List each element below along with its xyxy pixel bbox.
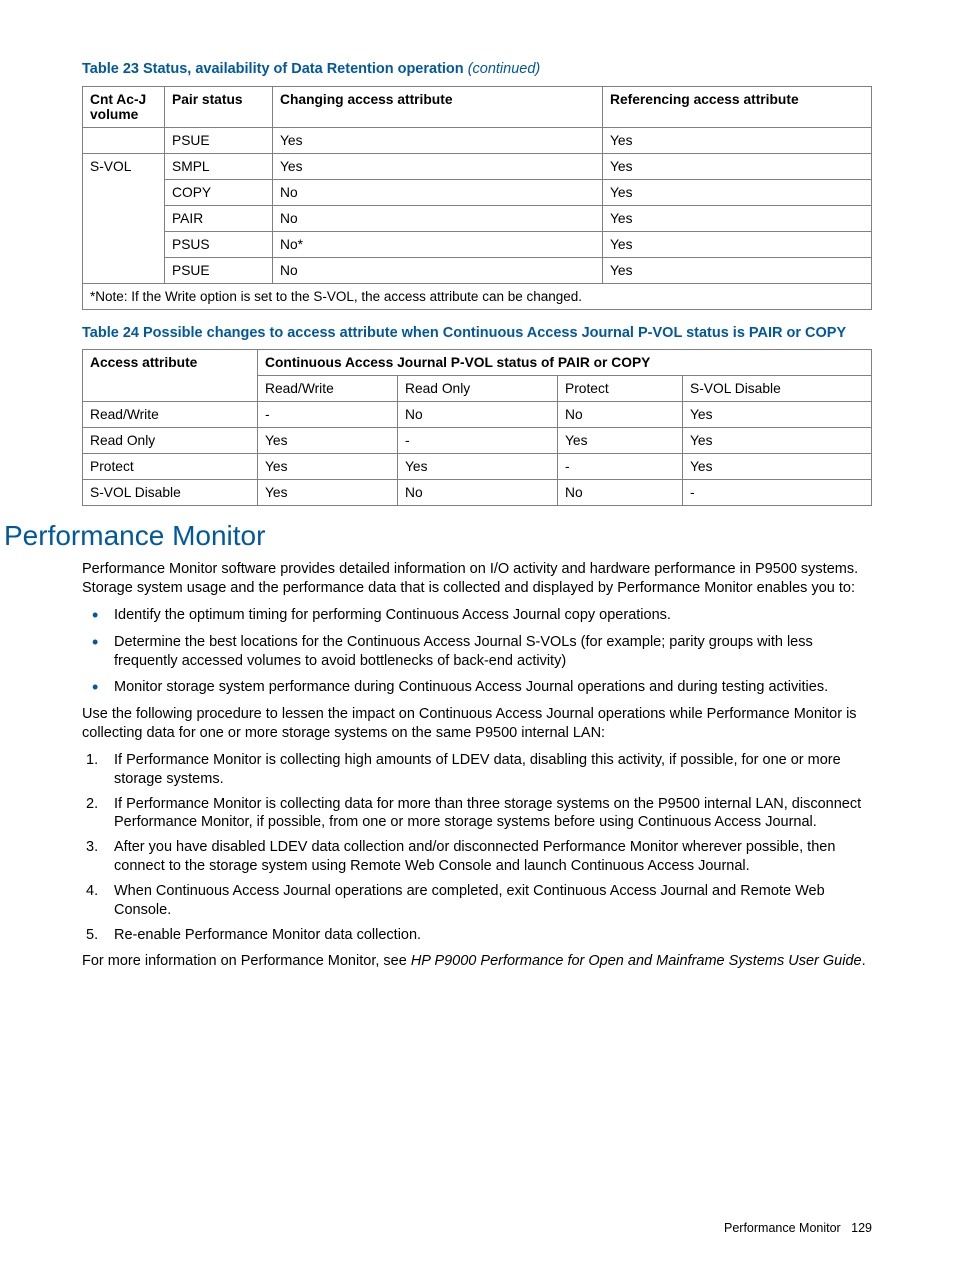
list-item: Re-enable Performance Monitor data colle… — [82, 926, 872, 945]
footer-label: Performance Monitor — [724, 1221, 841, 1235]
cell: PAIR — [165, 205, 273, 231]
cell: No — [398, 480, 558, 506]
section-outro: For more information on Performance Moni… — [82, 952, 872, 971]
bullets: Identify the optimum timing for performi… — [82, 606, 872, 697]
outro-pre: For more information on Performance Moni… — [82, 953, 411, 969]
cell: Yes — [258, 454, 398, 480]
th-access-attr: Access attribute — [83, 350, 258, 402]
cell: No — [273, 205, 603, 231]
table-row: COPY No Yes — [83, 179, 872, 205]
cell: COPY — [165, 179, 273, 205]
table-footnote-row: *Note: If the Write option is set to the… — [83, 283, 872, 309]
cell: No* — [273, 231, 603, 257]
table23-caption-main: Table 23 Status, availability of Data Re… — [82, 61, 468, 77]
cell: Protect — [83, 454, 258, 480]
cell: S-VOL Disable — [83, 480, 258, 506]
th-change: Changing access attribute — [273, 86, 603, 127]
cell: Yes — [603, 205, 872, 231]
section-heading: Performance Monitor — [0, 520, 872, 552]
table-row: S-VOL SMPL Yes Yes — [83, 153, 872, 179]
cell: Protect — [558, 376, 683, 402]
cell: PSUS — [165, 231, 273, 257]
cell: No — [558, 402, 683, 428]
list-item: After you have disabled LDEV data collec… — [82, 838, 872, 876]
cell: SMPL — [165, 153, 273, 179]
cell: Yes — [603, 127, 872, 153]
table-row: PAIR No Yes — [83, 205, 872, 231]
list-item: Identify the optimum timing for performi… — [82, 606, 872, 625]
cell: Yes — [603, 231, 872, 257]
cell: - — [398, 428, 558, 454]
table-header-row: Access attribute Continuous Access Journ… — [83, 350, 872, 376]
cell: Yes — [273, 127, 603, 153]
cell: - — [683, 480, 872, 506]
table-row: PSUE No Yes — [83, 257, 872, 283]
table-row: Read Only Yes - Yes Yes — [83, 428, 872, 454]
cell: Yes — [603, 257, 872, 283]
cell: Yes — [683, 454, 872, 480]
cell: - — [558, 454, 683, 480]
cell: PSUE — [165, 127, 273, 153]
th-ref: Referencing access attribute — [603, 86, 872, 127]
cell: No — [273, 257, 603, 283]
cell: Yes — [258, 428, 398, 454]
cell: Read/Write — [83, 402, 258, 428]
cell: No — [398, 402, 558, 428]
steps: If Performance Monitor is collecting hig… — [82, 751, 872, 945]
table23-caption-continued: (continued) — [468, 61, 541, 77]
cell: Read Only — [398, 376, 558, 402]
cell: No — [558, 480, 683, 506]
cell: PSUE — [165, 257, 273, 283]
cell: S-VOL Disable — [683, 376, 872, 402]
table-header-row: Cnt Ac-J volume Pair status Changing acc… — [83, 86, 872, 127]
cell: Yes — [258, 480, 398, 506]
list-item: Monitor storage system performance durin… — [82, 678, 872, 697]
cell: Read Only — [83, 428, 258, 454]
table23-footnote: *Note: If the Write option is set to the… — [83, 283, 872, 309]
table-row: PSUS No* Yes — [83, 231, 872, 257]
table-row: Read/Write - No No Yes — [83, 402, 872, 428]
cell: - — [258, 402, 398, 428]
th-vol: Cnt Ac-J volume — [83, 86, 165, 127]
section-mid: Use the following procedure to lessen th… — [82, 705, 872, 743]
th-pair: Pair status — [165, 86, 273, 127]
list-item: When Continuous Access Journal operation… — [82, 882, 872, 920]
table-row: PSUE Yes Yes — [83, 127, 872, 153]
footer-page: 129 — [851, 1221, 872, 1235]
section-intro: Performance Monitor software provides de… — [82, 560, 872, 598]
outro-em: HP P9000 Performance for Open and Mainfr… — [411, 953, 862, 969]
cell: Yes — [683, 428, 872, 454]
list-item: If Performance Monitor is collecting dat… — [82, 795, 872, 833]
cell: No — [273, 179, 603, 205]
list-item: If Performance Monitor is collecting hig… — [82, 751, 872, 789]
page-footer: Performance Monitor 129 — [724, 1221, 872, 1235]
cell: Yes — [683, 402, 872, 428]
table24-caption: Table 24 Possible changes to access attr… — [82, 324, 872, 344]
cell — [83, 127, 165, 153]
cell: Read/Write — [258, 376, 398, 402]
table24: Access attribute Continuous Access Journ… — [82, 349, 872, 506]
th-pvol-status: Continuous Access Journal P-VOL status o… — [258, 350, 872, 376]
cell: Yes — [603, 179, 872, 205]
table-row: Protect Yes Yes - Yes — [83, 454, 872, 480]
cell: Yes — [398, 454, 558, 480]
list-item: Determine the best locations for the Con… — [82, 633, 872, 671]
cell: S-VOL — [83, 153, 165, 283]
page-content: Table 23 Status, availability of Data Re… — [0, 0, 954, 971]
cell: Yes — [273, 153, 603, 179]
outro-post: . — [862, 953, 866, 969]
table23: Cnt Ac-J volume Pair status Changing acc… — [82, 86, 872, 310]
table23-caption: Table 23 Status, availability of Data Re… — [82, 60, 872, 80]
cell: Yes — [603, 153, 872, 179]
cell: Yes — [558, 428, 683, 454]
table-row: S-VOL Disable Yes No No - — [83, 480, 872, 506]
